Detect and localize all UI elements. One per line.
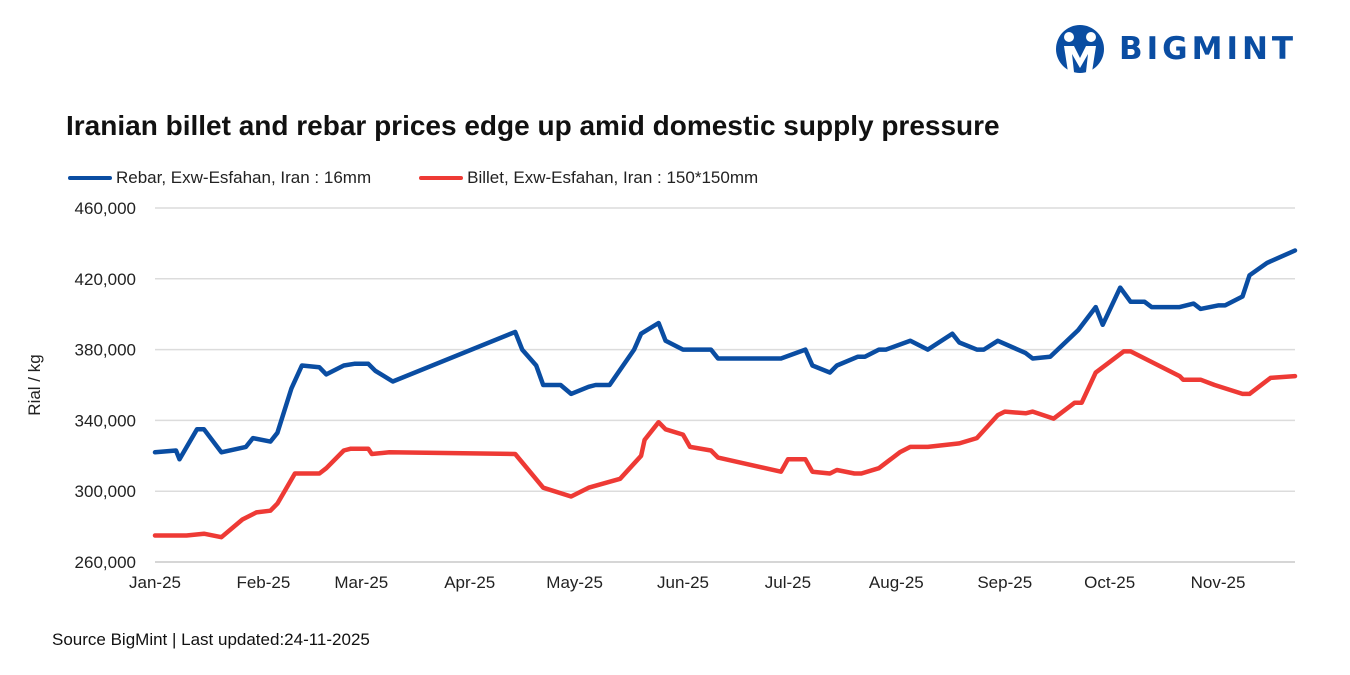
x-tick-label: Nov-25 [1191,573,1246,592]
bigmint-logo-icon [1056,25,1104,73]
source-note: Source BigMint | Last updated:24-11-2025 [52,630,370,649]
legend-item-billet: Billet, Exw-Esfahan, Iran : 150*150mm [419,168,758,188]
y-tick-label: 300,000 [75,482,136,501]
x-tick-label: Jul-25 [765,573,811,592]
x-tick-label: Sep-25 [977,573,1032,592]
rebar-price-line [152,248,1298,462]
legend-label-rebar: Rebar, Exw-Esfahan, Iran : 16mm [116,168,372,187]
chart-title: Iranian billet and rebar prices edge up … [66,110,1000,141]
x-tick-label: Feb-25 [236,573,290,592]
y-tick-label: 260,000 [75,553,136,572]
x-tick-label: Apr-25 [444,573,495,592]
legend-label-billet: Billet, Exw-Esfahan, Iran : 150*150mm [467,168,759,187]
legend-item-rebar: Rebar, Exw-Esfahan, Iran : 16mm [68,168,371,188]
legend-swatch-billet [419,176,464,180]
y-tick-label: 380,000 [75,341,136,360]
x-tick-label: Mar-25 [334,573,388,592]
y-tick-label: 420,000 [75,270,136,289]
logo-text: BIGMINT [1119,31,1298,67]
x-tick-label: Jun-25 [657,573,709,592]
legend: Rebar, Exw-Esfahan, Iran : 16mm Billet, … [68,168,806,188]
y-axis-label: Rial / kg [25,354,44,415]
y-tick-label: 340,000 [75,411,136,430]
legend-swatch-rebar [68,176,112,180]
x-tick-label: Oct-25 [1084,573,1135,592]
billet-price-line [152,349,1298,540]
bigmint-logo: BIGMINT [1055,24,1297,74]
x-tick-label: Jan-25 [129,573,181,592]
x-tick-label: May-25 [546,573,603,592]
y-tick-label: 460,000 [75,199,136,218]
x-tick-label: Aug-25 [869,573,924,592]
